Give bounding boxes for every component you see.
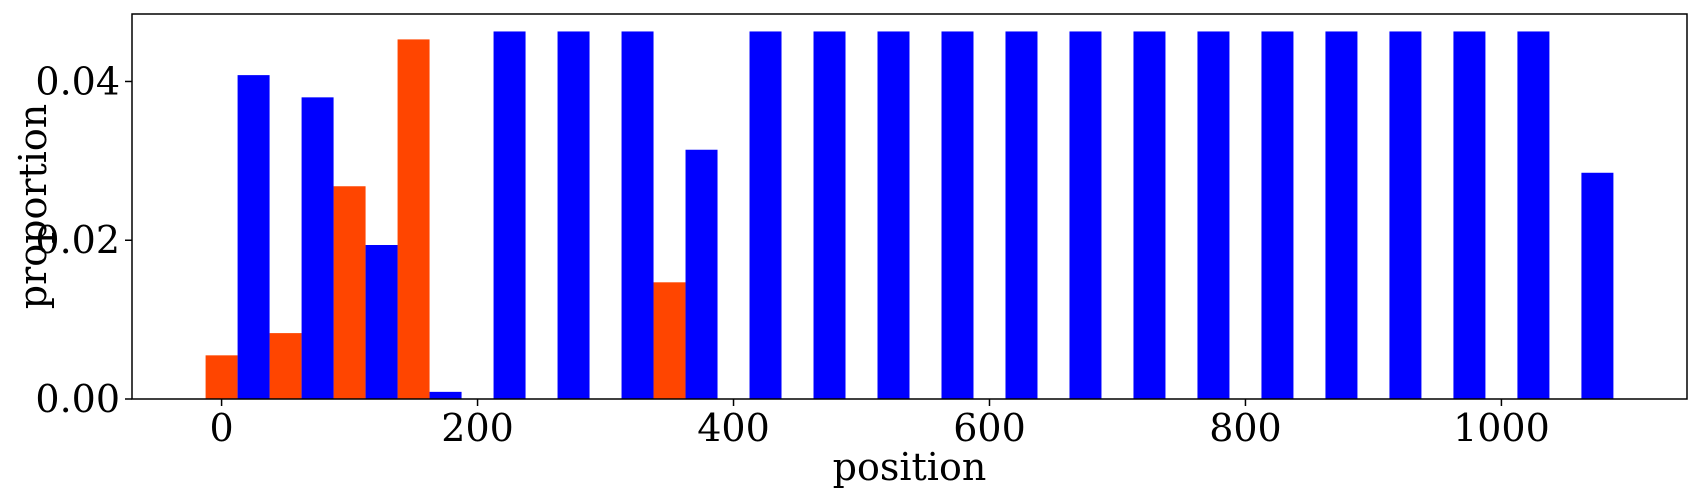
bar-series-2-425: [749, 31, 782, 399]
x-tick-label: 1000: [1453, 406, 1550, 450]
bar-series-2-625: [1005, 31, 1038, 399]
y-tick-label: 0.02: [35, 218, 120, 262]
x-tick-label: 800: [1209, 406, 1282, 450]
y-tick-label: 0.04: [35, 59, 120, 103]
bar-series-2-325: [621, 31, 654, 399]
ticks-layer: 0 200 400 600 800 1000 0.00 0.02 0.04: [35, 59, 1549, 450]
bar-series-1-0: [205, 355, 238, 399]
y-tick-label: 0.00: [35, 377, 120, 421]
bar-series-2-175: [429, 391, 462, 399]
bar-series-1-350: [653, 282, 686, 399]
plot-area-frame: [131, 13, 1688, 400]
bar-series-2-75: [301, 97, 334, 399]
bar-series-2-825: [1261, 31, 1294, 399]
bar-series-2-225: [493, 31, 526, 399]
x-tick-label: 400: [697, 406, 770, 450]
bar-series-2-775: [1197, 31, 1230, 399]
bar-series-2-525: [877, 31, 910, 399]
bar-series-2-375: [685, 149, 718, 399]
bar-series-1-50: [269, 333, 302, 399]
bar-series-2-125: [365, 245, 398, 399]
bar-series-2-975: [1453, 31, 1486, 399]
bar-series-2-1025: [1517, 31, 1550, 399]
x-axis-label: position: [833, 445, 987, 489]
bars-layer: [205, 31, 1614, 399]
bar-series-2-1075: [1581, 172, 1614, 399]
y-axis-label: proportion: [11, 104, 55, 310]
bar-series-2-925: [1389, 31, 1422, 399]
bar-series-2-475: [813, 31, 846, 399]
bar-series-1-150: [397, 39, 430, 399]
bar-series-1-100: [333, 186, 366, 399]
x-tick-label: 600: [953, 406, 1026, 450]
x-tick-label: 0: [209, 406, 233, 450]
bar-series-2-25: [237, 75, 270, 399]
bar-series-2-575: [941, 31, 974, 399]
bar-series-2-725: [1133, 31, 1166, 399]
bar-series-2-275: [557, 31, 590, 399]
bar-series-2-875: [1325, 31, 1358, 399]
x-tick-label: 200: [441, 406, 514, 450]
bar-series-2-675: [1069, 31, 1102, 399]
